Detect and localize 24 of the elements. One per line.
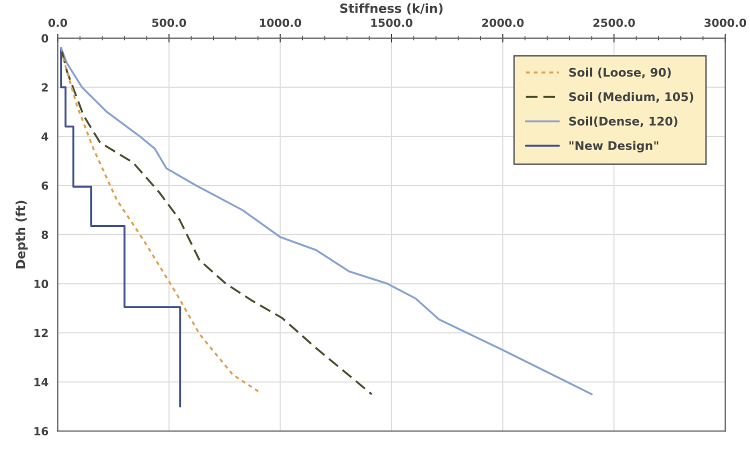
x-tick-label: 0.0	[48, 18, 68, 27]
y-tick-label: 6	[42, 181, 48, 190]
legend-label: "New Design"	[570, 140, 658, 152]
y-axis-title: Depth (ft)	[16, 200, 28, 268]
x-tick-label: 3000.0	[704, 18, 746, 27]
y-tick-label: 12	[34, 328, 48, 338]
legend-label: Soil (Medium, 105)	[569, 92, 694, 103]
x-axis-title: Stiffness (k/in)	[340, 3, 443, 14]
line-series	[61, 50, 373, 396]
x-tick-label: 1500.0	[371, 18, 412, 27]
x-tick-label: 2500.0	[593, 18, 635, 27]
y-tick-label: 2	[42, 83, 48, 92]
y-tick-label: 8	[42, 230, 48, 239]
x-tick-label: 1000.0	[260, 18, 302, 27]
line-series	[60, 47, 182, 408]
x-tick-label: 500.0	[152, 18, 186, 27]
legend-label: Soil (Loose, 90)	[569, 68, 671, 78]
y-tick-label: 16	[34, 427, 48, 436]
y-tick-label: 10	[34, 280, 48, 288]
y-tick-label: 0	[42, 34, 48, 43]
legend-label: Soil(Dense, 120)	[569, 116, 678, 128]
x-tick-label: 2000.0	[482, 18, 524, 27]
y-tick-label: 14	[34, 378, 48, 386]
y-tick-label: 4	[41, 132, 48, 141]
